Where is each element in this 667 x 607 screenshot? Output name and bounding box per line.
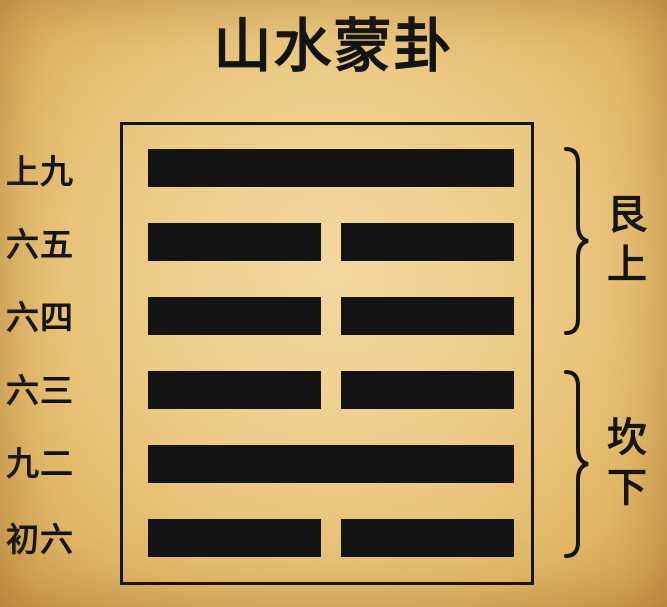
line-label-fourth: 六四	[6, 298, 74, 337]
yin-line-left-segment	[148, 371, 321, 409]
lower-trigram-name: 坎	[607, 415, 647, 461]
yin-line-right-segment	[341, 519, 514, 557]
yin-line-left-segment	[148, 297, 321, 335]
lower-trigram-brace	[564, 370, 589, 558]
yin-line-left-segment	[148, 519, 321, 557]
line-label-second: 九二	[6, 444, 74, 483]
hexagram-line-third	[148, 371, 514, 409]
hexagram-line-fourth	[148, 297, 514, 335]
yin-line-right-segment	[341, 371, 514, 409]
hexagram-frame	[120, 122, 534, 585]
hexagram-line-first	[148, 519, 514, 557]
line-label-top: 上九	[6, 152, 74, 191]
yin-line-left-segment	[148, 223, 321, 261]
upper-trigram-brace	[564, 147, 589, 335]
yin-line-right-segment	[341, 223, 514, 261]
upper-trigram-label: 艮 上	[602, 190, 652, 290]
upper-trigram-name: 艮	[607, 192, 647, 238]
line-label-third: 六三	[6, 371, 74, 410]
yang-line-segment	[148, 149, 514, 187]
line-label-fifth: 六五	[6, 225, 74, 264]
hexagram-line-second	[148, 445, 514, 483]
lower-trigram-label: 坎 下	[602, 413, 652, 513]
hexagram-line-top	[148, 149, 514, 187]
lower-trigram-position: 下	[607, 465, 647, 511]
yin-line-right-segment	[341, 297, 514, 335]
line-label-first: 初六	[6, 520, 74, 559]
upper-trigram-position: 上	[607, 242, 647, 288]
hexagram-line-fifth	[148, 223, 514, 261]
yang-line-segment	[148, 445, 514, 483]
hexagram-title: 山水蒙卦	[213, 12, 454, 80]
